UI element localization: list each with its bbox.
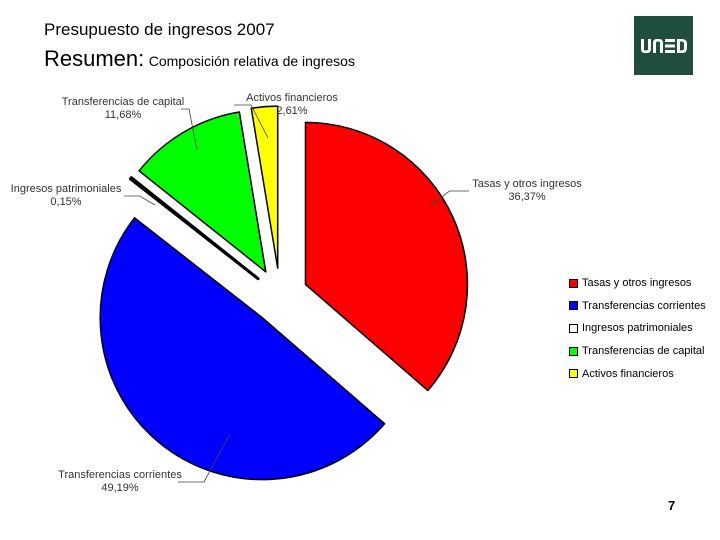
legend-item: Transferencias corrientes <box>569 295 706 318</box>
leader-line <box>178 433 231 483</box>
legend-label: Tasas y otros ingresos <box>582 277 692 290</box>
legend-swatch <box>569 369 578 379</box>
subtitle-text: Composición relativa de ingresos <box>148 53 355 69</box>
leader-line <box>124 195 156 206</box>
pie-slice-ingresos-patrimoniales <box>128 176 260 281</box>
legend-label: Transferencias de capital <box>582 345 705 358</box>
slide-subtitle: Resumen: Composición relativa de ingreso… <box>44 46 355 72</box>
page-number: 7 <box>668 498 676 513</box>
slice-label-percent: 49,19% <box>101 482 139 494</box>
legend-swatch <box>569 278 578 288</box>
leader-line <box>181 108 198 151</box>
legend-label: Ingresos patrimoniales <box>582 322 693 335</box>
subtitle-prefix: Resumen: <box>44 46 145 71</box>
uned-logo-mark <box>640 38 687 53</box>
slice-label-percent: 11,68% <box>105 109 142 121</box>
slice-label-name: Transferencias de capital <box>62 96 185 108</box>
slice-label-percent: 0,15% <box>50 196 81 208</box>
chart-legend: Tasas y otros ingresos Transferencias cor… <box>569 272 706 385</box>
pie-slice-transferencias-corrientes <box>99 217 386 481</box>
slice-label-name: Transferencias corrientes <box>58 469 182 481</box>
slice-label-name: Ingresos patrimoniales <box>11 183 122 195</box>
slide-title: Presupuesto de ingresos 2007 <box>44 20 275 39</box>
legend-swatch <box>569 323 578 333</box>
legend-label: Transferencias corrientes <box>582 299 706 312</box>
legend-item: Transferencias de capital <box>569 340 706 363</box>
pie-slice-transferencias-de-capital <box>138 111 267 273</box>
legend-item: Ingresos patrimoniales <box>569 317 706 340</box>
legend-swatch <box>569 346 578 356</box>
slice-label-name: Activos financieros <box>246 92 338 104</box>
uned-logo <box>634 16 693 75</box>
leader-line <box>234 104 269 139</box>
legend-swatch <box>569 301 578 311</box>
slice-label-percent: 2,61% <box>276 105 307 117</box>
slice-label-name: Tasas y otros ingresos <box>472 178 582 190</box>
pie-slice-activos-financieros <box>250 105 279 269</box>
legend-label: Activos financieros <box>582 367 674 380</box>
legend-item: Activos financieros <box>569 362 706 385</box>
legend-item: Tasas y otros ingresos <box>569 272 706 295</box>
pie-slice-tasas-y-otros-ingresos <box>304 121 469 392</box>
leader-line <box>429 190 469 207</box>
slice-label-percent: 36,37% <box>508 191 546 203</box>
